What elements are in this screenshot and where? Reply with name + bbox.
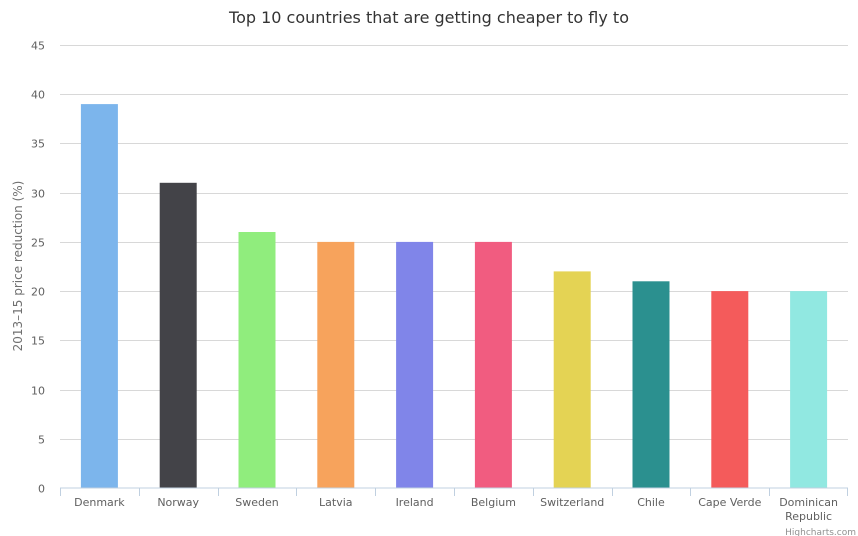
bar-belgium[interactable] xyxy=(474,241,512,488)
x-tick-label: Switzerland xyxy=(540,496,604,509)
y-tick-label: 45 xyxy=(31,40,45,53)
x-tick-label: Belgium xyxy=(471,496,516,509)
y-tick-label: 20 xyxy=(31,286,45,299)
x-tick-label: Dominican Republic xyxy=(779,496,838,523)
x-axis-ticks: Denmark Norway Sweden Latvia Ireland Belgium S… xyxy=(60,488,848,523)
x-tick-label: Chile xyxy=(637,496,665,509)
x-tick-label: Denmark xyxy=(74,496,125,509)
bar-cape-verde[interactable] xyxy=(711,291,749,488)
bar-norway[interactable] xyxy=(159,182,197,489)
bar-dominican-republic[interactable] xyxy=(790,291,828,488)
y-tick-label: 10 xyxy=(31,385,45,398)
bar-latvia[interactable] xyxy=(317,241,355,488)
x-tick-label: Sweden xyxy=(235,496,278,509)
y-axis-ticks: 0 5 10 15 20 25 30 35 40 45 xyxy=(31,40,45,496)
y-tick-label: 40 xyxy=(31,89,45,102)
bar-switzerland[interactable] xyxy=(553,271,591,488)
y-tick-label: 25 xyxy=(31,237,45,250)
y-tick-label: 35 xyxy=(31,138,45,151)
y-axis-label: 2013–15 price reduction (%) xyxy=(11,181,25,352)
y-tick-label: 0 xyxy=(38,483,45,496)
x-tick-label: Latvia xyxy=(319,496,353,509)
x-tick-label: Norway xyxy=(157,496,199,509)
y-tick-label: 30 xyxy=(31,188,45,201)
bar-chile[interactable] xyxy=(632,281,670,488)
x-tick-label: Ireland xyxy=(396,496,434,509)
y-tick-label: 5 xyxy=(38,434,45,447)
bar-denmark[interactable] xyxy=(80,104,118,488)
bars xyxy=(80,104,828,489)
bar-ireland[interactable] xyxy=(396,241,434,488)
x-tick-label: Cape Verde xyxy=(698,496,761,509)
credits-text[interactable]: Highcharts.com xyxy=(785,528,856,536)
chart-title: Top 10 countries that are getting cheape… xyxy=(228,8,629,27)
y-tick-label: 15 xyxy=(31,335,45,348)
bar-sweden[interactable] xyxy=(238,232,276,488)
